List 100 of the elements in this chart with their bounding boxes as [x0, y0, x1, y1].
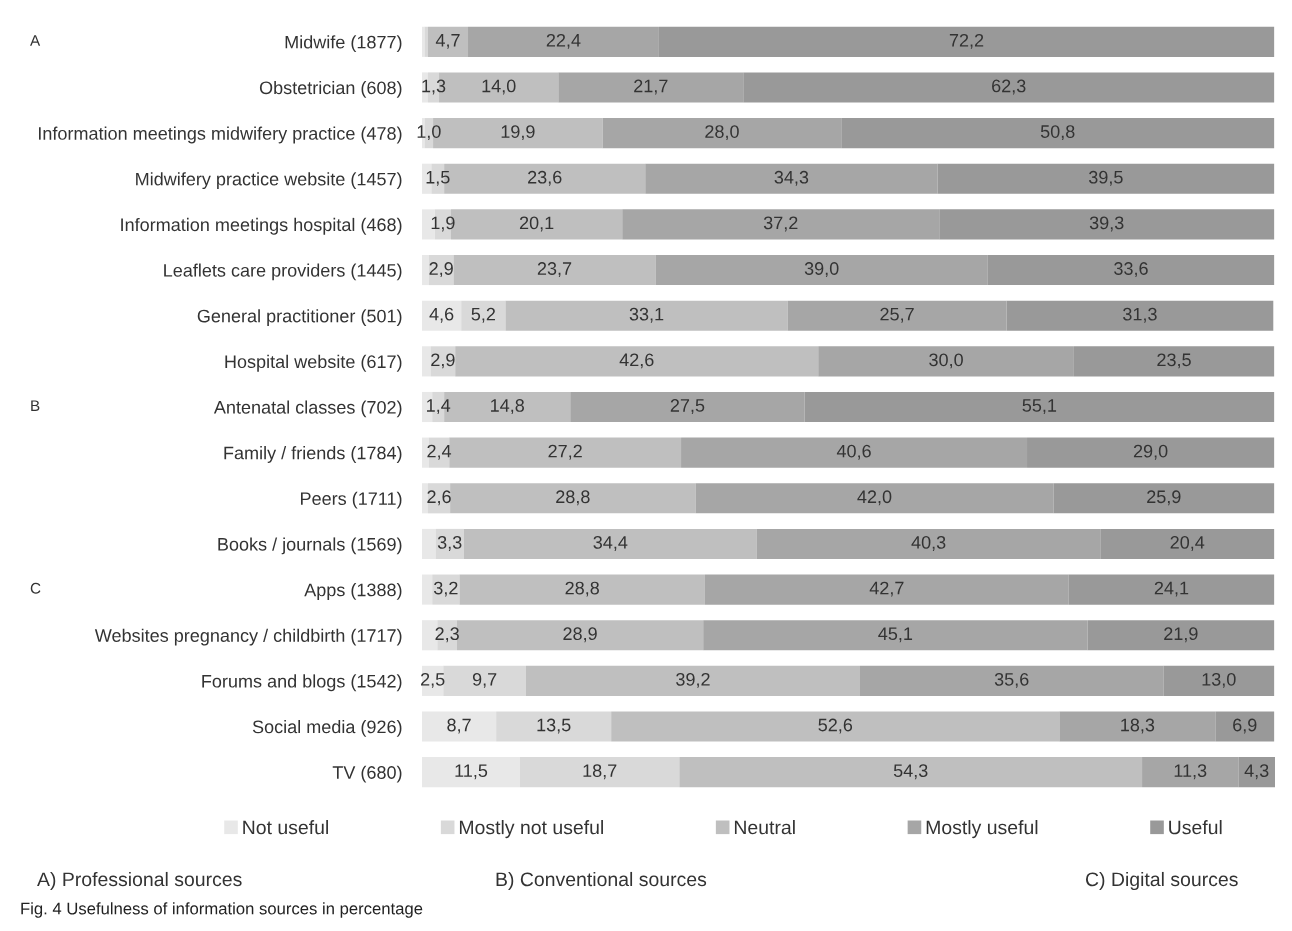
data-label: 40,6: [836, 444, 871, 460]
data-label: 13,5: [537, 718, 571, 734]
bar: [463, 528, 757, 559]
data-label: 28,9: [563, 627, 597, 643]
data-label: 34,3: [774, 170, 809, 186]
bar: [703, 620, 1088, 651]
data-label: 24,1: [1154, 581, 1189, 597]
data-label: 50,8: [1040, 125, 1075, 141]
bar: [818, 346, 1074, 377]
data-label: 30,0: [929, 353, 963, 369]
data-label: 1,9: [431, 216, 455, 232]
legend-label: Mostly not useful: [459, 820, 603, 839]
data-label: 2,6: [427, 490, 451, 506]
bar: [611, 711, 1060, 742]
y-tick-label: Websites pregnancy / childbirth (1717): [94, 628, 402, 646]
bar: [1100, 528, 1275, 559]
y-tick-label: General practitioner (501): [197, 309, 402, 326]
data-label: 42,6: [619, 353, 654, 369]
data-label: 40,3: [911, 536, 946, 551]
y-tick-label: Antenatal classes (702): [213, 400, 402, 418]
bar: [987, 255, 1275, 286]
y-tick-label: Information meetings hospital (468): [121, 217, 402, 235]
data-label: 4,3: [1244, 764, 1269, 780]
data-label: 25,9: [1147, 490, 1181, 506]
y-tick-label: Information meetings midwifery practice (478): [38, 126, 402, 144]
y-tick-label: Apps (1388): [304, 583, 402, 600]
data-label: 4,6: [429, 307, 454, 323]
bar: [453, 255, 656, 286]
data-label: 23,6: [528, 170, 562, 186]
data-label: 11,5: [455, 764, 488, 780]
data-label: 21,7: [634, 79, 668, 95]
bar: [1163, 665, 1275, 696]
data-label: 1,5: [426, 171, 450, 186]
y-tick-label: Peers (1711): [301, 491, 402, 509]
y-tick-label: Social media (926): [252, 719, 402, 737]
bar: [570, 391, 805, 423]
bar: [841, 118, 1275, 149]
data-label: 2,4: [427, 444, 452, 460]
bar: [681, 437, 1028, 468]
y-tick-label: Books / journals (1569): [218, 537, 402, 555]
data-label: 33,1: [629, 307, 664, 323]
data-label: 6,9: [1233, 718, 1257, 734]
bar: [455, 346, 819, 377]
bar: [422, 300, 462, 331]
bar: [468, 26, 659, 57]
bar: [937, 163, 1275, 194]
data-label: 2,5: [421, 672, 445, 688]
data-label: 37,2: [763, 216, 798, 232]
text: A) Professional sources: [37, 871, 242, 891]
y-tick-label: Forums and blogs (1542): [202, 674, 402, 692]
bar: [525, 665, 860, 696]
data-label: 62,3: [992, 79, 1026, 95]
bar: [655, 255, 988, 286]
data-label: 23,5: [1157, 353, 1191, 369]
bar: [860, 665, 1164, 696]
data-label: 2,9: [431, 353, 455, 369]
data-label: 42,7: [869, 581, 904, 597]
data-label: 39,3: [1089, 216, 1124, 232]
data-label: 27,2: [548, 444, 582, 460]
data-label: 18,3: [1121, 718, 1155, 734]
bar: [622, 209, 940, 240]
data-label: 23,7: [537, 262, 572, 278]
bar: [459, 574, 705, 605]
data-label: 20,1: [519, 216, 554, 232]
data-label: 1,3: [422, 79, 446, 95]
bar: [658, 26, 1275, 57]
data-label: 20,4: [1170, 536, 1205, 551]
data-label: 31,3: [1123, 307, 1157, 323]
bar: [939, 209, 1275, 240]
bar: [422, 483, 428, 514]
y-tick-label: Hospital website (617): [225, 354, 402, 372]
bar: [505, 300, 788, 331]
text: B: [31, 400, 40, 411]
bar: [1087, 620, 1275, 651]
data-label: 4,7: [435, 34, 460, 49]
bar: [422, 574, 433, 605]
data-label: 19,9: [501, 125, 535, 141]
data-label: 39,0: [804, 262, 839, 278]
legend-label: Mostly useful: [926, 820, 1038, 839]
y-tick-label: TV (680): [332, 765, 402, 783]
data-label: 54,3: [893, 764, 928, 780]
bar: [520, 757, 680, 788]
text: B) Conventional sources: [496, 871, 707, 891]
y-tick-label: Leaflets care providers (1445): [164, 263, 402, 281]
bar: [1142, 757, 1239, 788]
legend-label: Neutral: [734, 820, 795, 835]
bar: [1059, 711, 1216, 742]
legend-label: Useful: [1169, 820, 1222, 835]
data-label: 29,0: [1133, 444, 1168, 460]
data-label: 11,3: [1174, 764, 1207, 780]
bar: [695, 483, 1054, 514]
text: A: [30, 35, 41, 46]
data-label: 33,6: [1114, 262, 1148, 278]
data-label: 39,2: [676, 672, 710, 688]
bar: [1027, 437, 1275, 468]
bar: [422, 757, 520, 788]
y-tick-label: Midwife (1877): [285, 35, 402, 53]
bar: [422, 711, 497, 742]
bar: [422, 528, 436, 559]
data-label: 39,5: [1088, 170, 1123, 186]
